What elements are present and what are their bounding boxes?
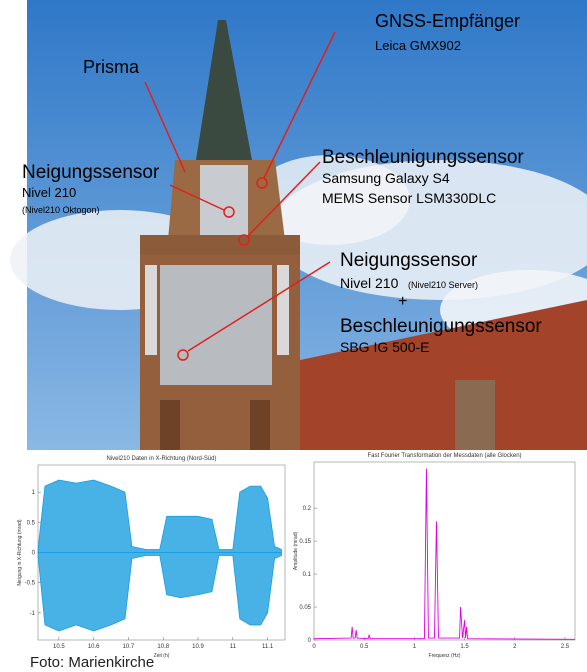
annotation-title: Neigungssensor <box>22 162 160 183</box>
x-tick-label: 10.7 <box>123 644 135 650</box>
x-tick-label: 0.5 <box>360 644 369 650</box>
y-tick-label: 1 <box>32 490 36 496</box>
x-axis-label: Frequenz (Hz) <box>429 653 461 659</box>
x-tick-label: 10.6 <box>88 644 100 650</box>
plot-frame <box>313 461 576 641</box>
x-tick-label: 2.5 <box>561 644 570 650</box>
annotation-line: Beschleunigungssensor <box>340 316 542 337</box>
caption: Foto: Marienkirche <box>30 654 154 671</box>
annotation-line: Samsung Galaxy S4 <box>322 170 450 186</box>
x-tick-label: 10.9 <box>192 644 204 650</box>
y-axis-label: Neigung in X-Richtung (mrad) <box>17 519 23 585</box>
annotation-lines <box>144 31 336 361</box>
spectrum-line <box>313 468 576 640</box>
annotation-title: Neigungssensor <box>340 250 478 271</box>
annotation-line: SBG IG 500-E <box>340 339 429 355</box>
x-tick-label: 10.8 <box>157 644 169 650</box>
annotation-line: (Nivel210 Server) <box>408 280 478 290</box>
x-tick-label: 2 <box>513 644 517 650</box>
signal-envelope <box>37 479 282 553</box>
x-axis-label: Zeit (h) <box>154 653 170 659</box>
x-tick-label: 1.5 <box>460 644 469 650</box>
x-tick-label: 1 <box>413 644 417 650</box>
signal-envelope <box>37 552 282 632</box>
x-tick-label: 0 <box>312 644 316 650</box>
y-tick-label: 0.1 <box>303 572 312 578</box>
y-tick-label: 0.15 <box>299 539 311 545</box>
annotation-line: Leica GMX902 <box>375 38 461 53</box>
annotation-line: + <box>398 293 407 310</box>
y-tick-label: 0.5 <box>27 520 36 526</box>
y-tick-label: 0.05 <box>299 605 311 611</box>
y-axis-label: Amplitude (mrad) <box>293 532 299 571</box>
chart-title: Fast Fourier Transformation der Messdate… <box>367 453 521 459</box>
annotation-title: Beschleunigungssensor <box>322 147 524 168</box>
y-tick-label: 0.2 <box>303 506 312 512</box>
annotation-title: Prisma <box>83 57 140 77</box>
y-tick-label: -0.5 <box>25 581 36 587</box>
annotations: GNSS-Empfänger Leica GMX902 Prisma Neigu… <box>22 11 542 355</box>
y-tick-label: 0 <box>32 551 36 557</box>
annotation-line: MEMS Sensor LSM330DLC <box>322 190 496 206</box>
x-tick-label: 11.1 <box>262 644 274 650</box>
x-tick-label: 10.5 <box>53 644 65 650</box>
annotation-title: GNSS-Empfänger <box>375 11 520 31</box>
chart-title: Nivel210 Daten in X-Richtung (Nord-Süd) <box>106 456 216 462</box>
photo <box>10 0 587 450</box>
annotation-line: (Nivel210 Oktogon) <box>22 205 100 215</box>
annotation-line: Nivel 210 <box>22 185 76 200</box>
annotation-line: Nivel 210 <box>340 275 399 291</box>
x-tick-label: 11 <box>230 644 237 650</box>
y-tick-label: -1 <box>30 611 36 617</box>
y-tick-label: 0 <box>308 638 312 644</box>
